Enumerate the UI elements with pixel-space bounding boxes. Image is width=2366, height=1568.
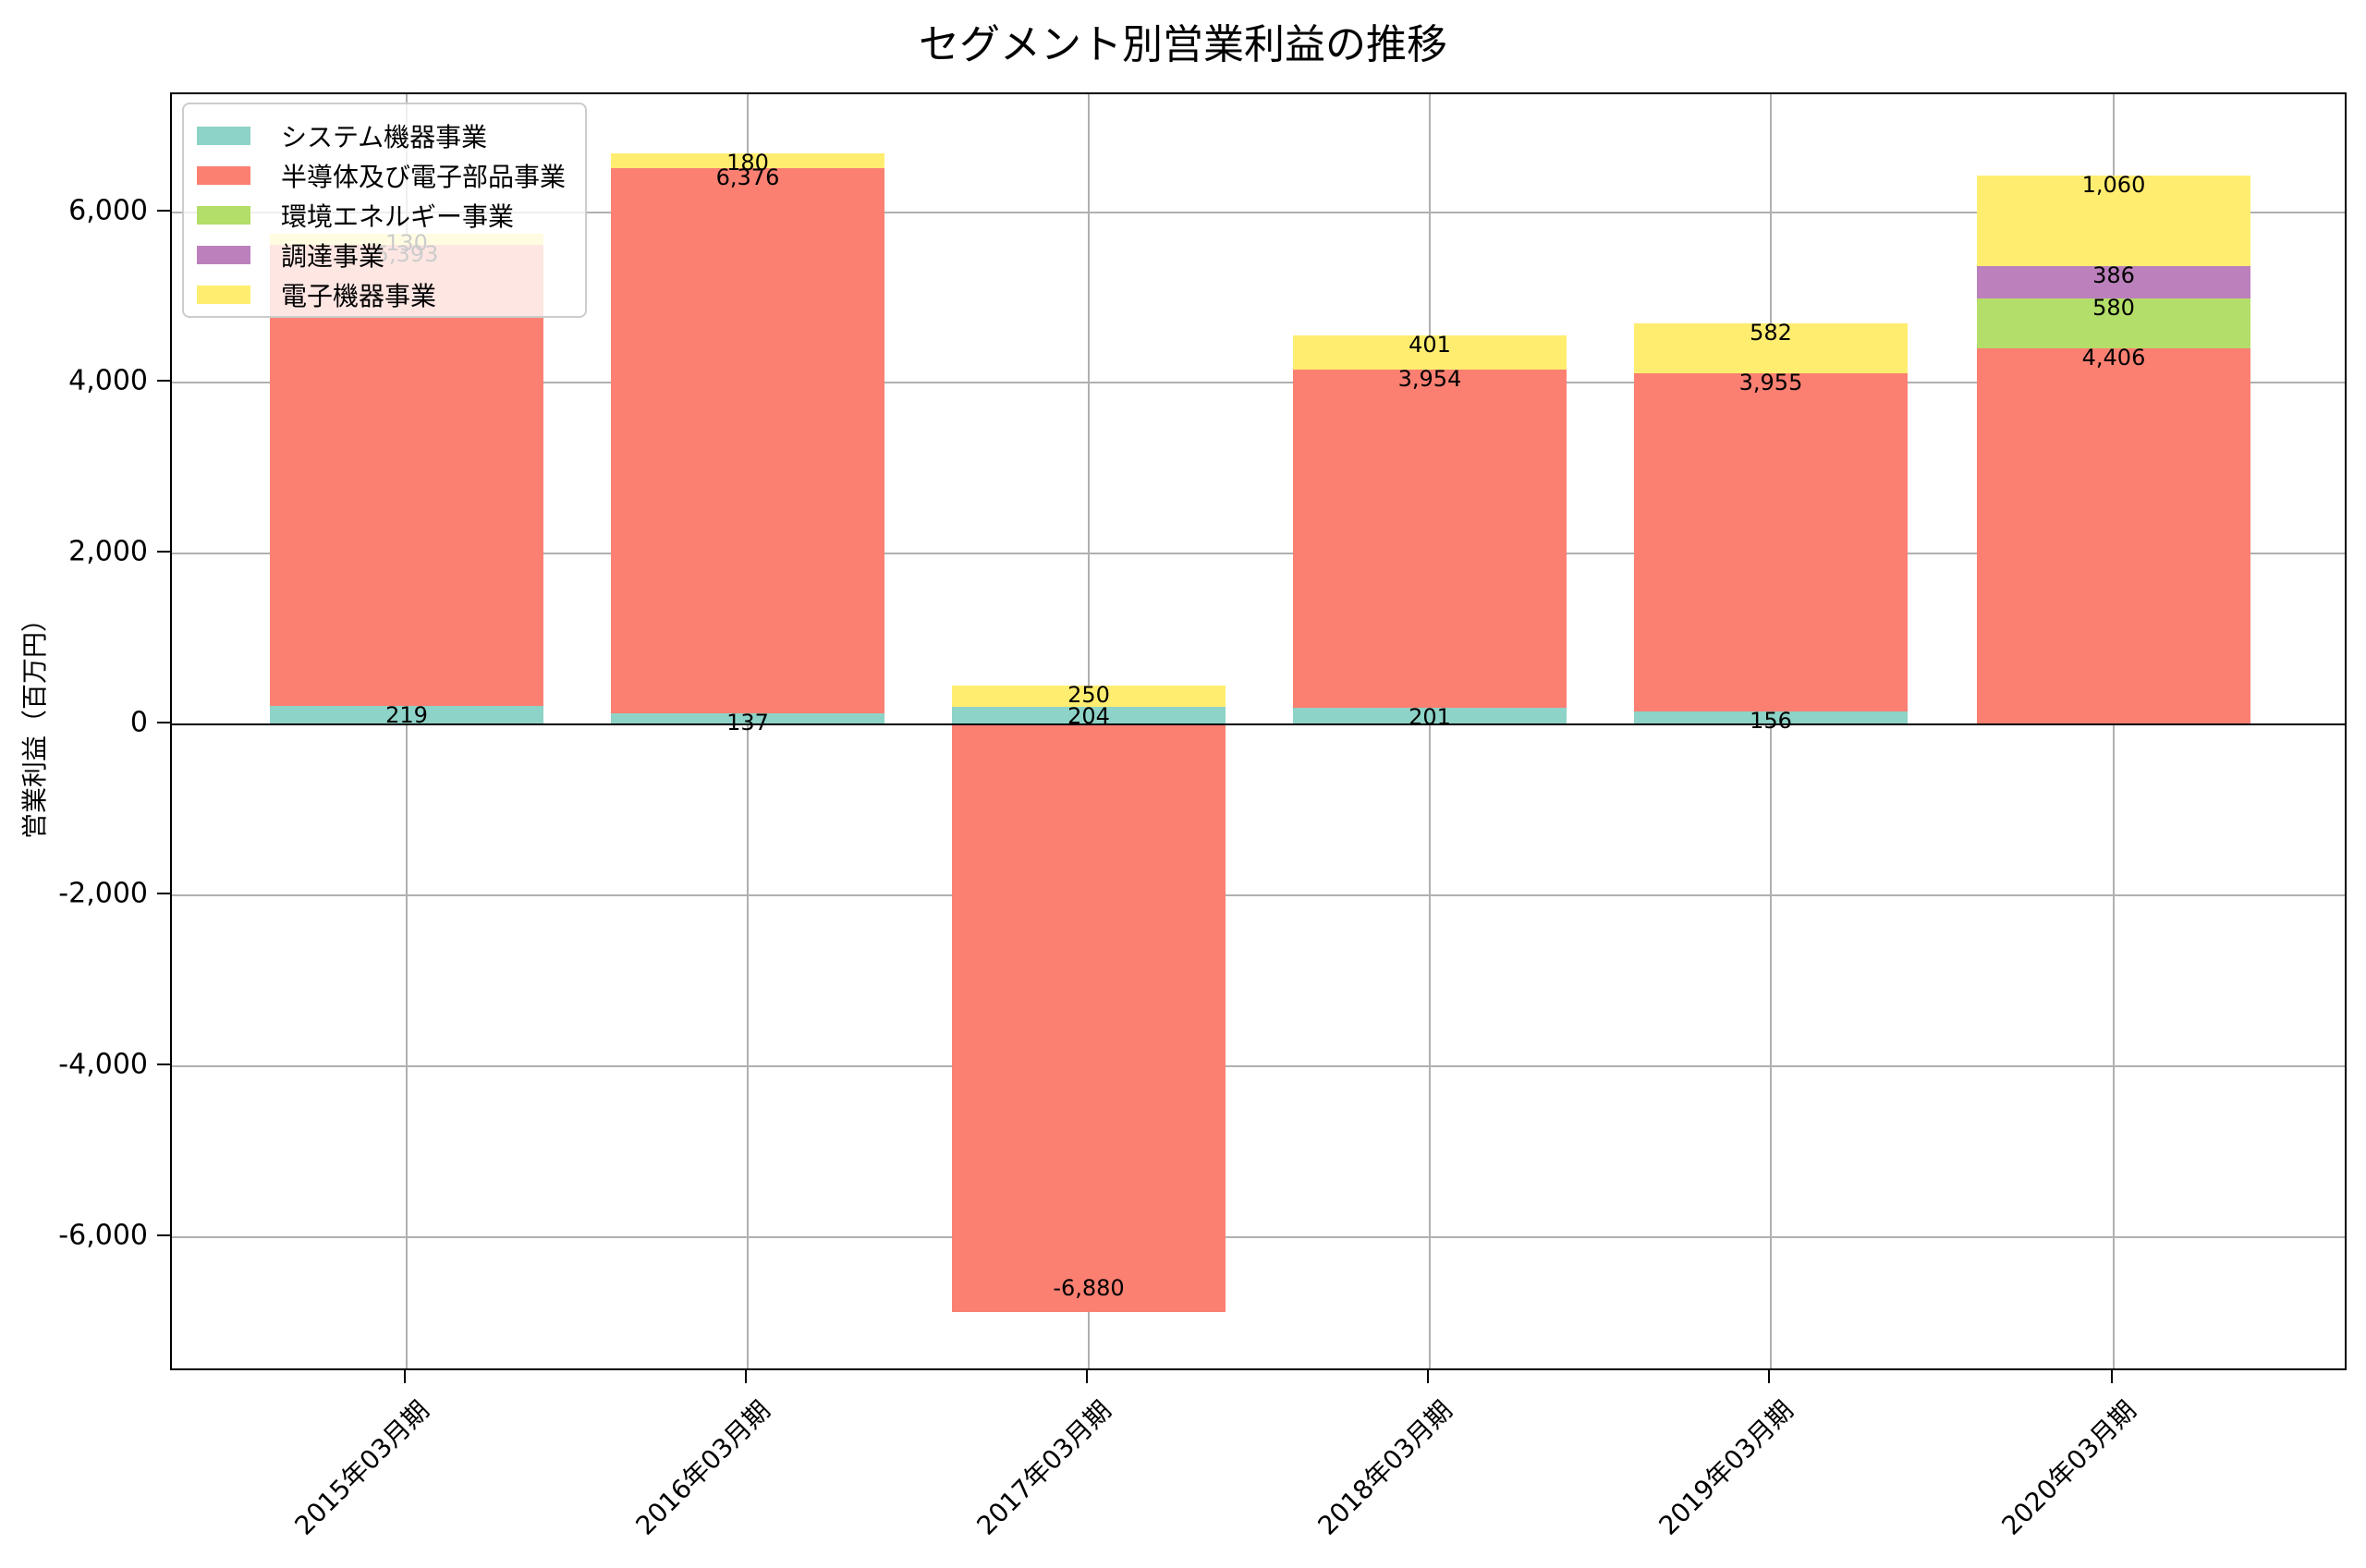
gridline-vertical xyxy=(1429,94,1431,1368)
legend-label: システム機器事業 xyxy=(281,121,488,152)
data-label: 204 xyxy=(1067,703,1110,730)
bar-segment xyxy=(1634,373,1908,711)
x-tick-mark xyxy=(1427,1370,1429,1383)
legend-label: 調達事業 xyxy=(281,240,385,272)
y-tick-label: 0 xyxy=(129,706,148,739)
y-tick-label: -2,000 xyxy=(58,877,148,910)
gridline-vertical xyxy=(747,94,749,1368)
legend-swatch xyxy=(197,285,250,304)
y-tick-mark xyxy=(157,209,170,212)
data-label: 582 xyxy=(1750,320,1792,346)
x-tick-mark xyxy=(2111,1370,2113,1383)
data-label: 219 xyxy=(385,702,428,728)
plot-area: 2195,3931301376,376180204-6,8802502013,9… xyxy=(170,92,2347,1370)
legend-label: 半導体及び電子部品事業 xyxy=(281,161,567,192)
data-label: 180 xyxy=(726,149,769,176)
bar-segment xyxy=(611,712,884,725)
y-tick-mark xyxy=(157,893,170,895)
legend-item: 環境エネルギー事業 xyxy=(197,195,585,235)
x-tick-mark xyxy=(745,1370,747,1383)
legend-item: 電子機器事業 xyxy=(197,274,585,314)
x-tick-label: 2020年03月期 xyxy=(1995,1394,2142,1541)
gridline-horizontal xyxy=(172,382,2345,384)
y-tick-mark xyxy=(157,1064,170,1066)
legend-swatch xyxy=(197,165,250,185)
data-label: 201 xyxy=(1409,703,1451,730)
legend-swatch xyxy=(197,245,250,264)
x-tick-label: 2018年03月期 xyxy=(1311,1394,1458,1541)
legend-item: 半導体及び電子部品事業 xyxy=(197,155,585,195)
y-tick-label: 4,000 xyxy=(68,364,148,397)
y-tick-mark xyxy=(157,551,170,553)
bar-segment xyxy=(1977,175,2250,266)
bar-segment xyxy=(952,686,1226,708)
bar-segment xyxy=(1293,370,1567,708)
data-label: 137 xyxy=(726,709,769,735)
x-tick-mark xyxy=(1768,1370,1770,1383)
bar-segment xyxy=(1293,707,1567,725)
bar-segment xyxy=(1293,335,1567,371)
zero-line xyxy=(172,723,2345,726)
bar-segment xyxy=(1634,711,1908,725)
legend-swatch xyxy=(197,205,250,225)
y-tick-mark xyxy=(157,1234,170,1236)
gridline-horizontal xyxy=(172,1235,2345,1238)
bar-segment xyxy=(1977,347,2250,725)
x-tick-label: 2015年03月期 xyxy=(288,1394,435,1541)
gridline-horizontal xyxy=(172,553,2345,555)
y-tick-mark xyxy=(157,380,170,383)
data-label: 386 xyxy=(2092,261,2135,288)
bar-segment xyxy=(270,245,543,706)
x-tick-label: 2017年03月期 xyxy=(970,1394,1117,1541)
bar-segment xyxy=(1977,298,2250,348)
y-tick-label: -4,000 xyxy=(58,1048,148,1081)
bar-segment xyxy=(1977,265,2250,299)
data-label: -6,880 xyxy=(1053,1275,1125,1302)
data-label: 4,406 xyxy=(2081,344,2146,371)
y-tick-label: -6,000 xyxy=(58,1219,148,1252)
legend-item: 調達事業 xyxy=(197,235,585,274)
legend-item: システム機器事業 xyxy=(197,115,585,155)
data-label: 250 xyxy=(1067,682,1110,709)
gridline-vertical xyxy=(1770,94,1772,1368)
gridline-horizontal xyxy=(172,894,2345,897)
chart-title: セグメント別営業利益の推移 xyxy=(919,21,1447,68)
x-tick-label: 2016年03月期 xyxy=(629,1394,776,1541)
legend-swatch xyxy=(197,126,250,145)
data-label: 401 xyxy=(1409,332,1451,359)
y-tick-label: 2,000 xyxy=(68,535,148,568)
data-label: 6,376 xyxy=(715,164,780,191)
y-tick-mark xyxy=(157,722,170,724)
bar-segment xyxy=(611,152,884,169)
data-label: 3,955 xyxy=(1738,370,1803,396)
data-label: 1,060 xyxy=(2081,171,2146,198)
y-tick-label: 6,000 xyxy=(68,194,148,227)
data-label: 3,954 xyxy=(1397,366,1462,393)
bar-segment xyxy=(1634,323,1908,374)
x-tick-label: 2019年03月期 xyxy=(1653,1394,1799,1541)
gridline-vertical xyxy=(406,94,408,1368)
x-tick-mark xyxy=(404,1370,406,1383)
gridline-horizontal xyxy=(172,1065,2345,1068)
legend-label: 電子機器事業 xyxy=(281,280,437,311)
data-label: 156 xyxy=(1750,707,1792,734)
bar-segment xyxy=(611,168,884,713)
legend-label: 環境エネルギー事業 xyxy=(281,201,515,232)
legend: システム機器事業 半導体及び電子部品事業 環境エネルギー事業 調達事業 電子機器… xyxy=(182,103,587,318)
bar-segment xyxy=(952,707,1226,725)
x-tick-mark xyxy=(1086,1370,1088,1383)
data-label: 580 xyxy=(2092,295,2135,322)
bar-segment xyxy=(270,706,543,725)
bar-segment xyxy=(952,724,1226,1313)
gridline-vertical xyxy=(2113,94,2115,1368)
gridline-horizontal xyxy=(172,211,2345,213)
